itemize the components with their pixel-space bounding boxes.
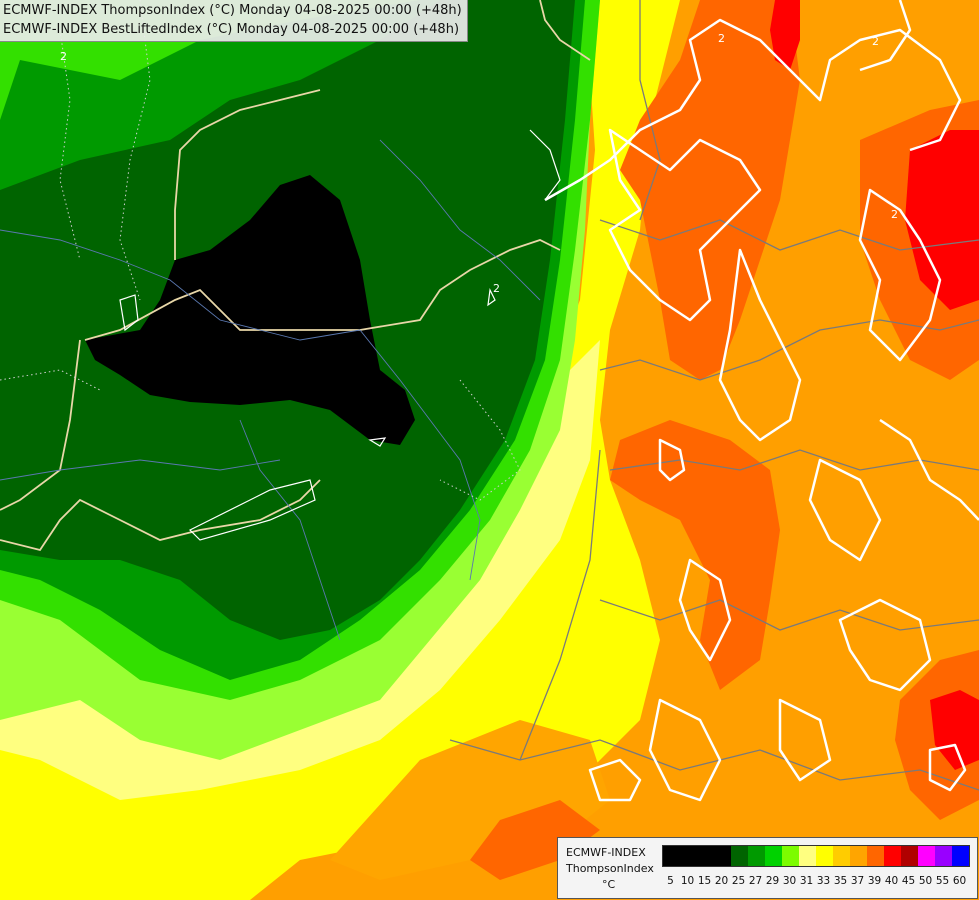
contour-label: 2 (493, 282, 500, 295)
field-lightgreen (0, 0, 600, 760)
contour-label: 2 (60, 50, 67, 63)
legend-tick: 45 (901, 875, 916, 887)
legend-swatch (935, 846, 952, 866)
legend-tick: 25 (731, 875, 746, 887)
legend-swatch (680, 846, 697, 866)
legend-tick: 37 (850, 875, 865, 887)
legend-tick: 27 (748, 875, 763, 887)
field-black-core (85, 175, 415, 445)
field-red-north (620, 0, 800, 380)
legend-tick: 10 (680, 875, 695, 887)
legend-swatch (782, 846, 799, 866)
contour-label: 2 (718, 32, 725, 45)
field-red-core-n (770, 0, 800, 70)
legend-tick: 29 (765, 875, 780, 887)
legend-swatch (918, 846, 935, 866)
legend-swatch (901, 846, 918, 866)
legend-swatch (850, 846, 867, 866)
legend-tick: 15 (697, 875, 712, 887)
legend-swatch (765, 846, 782, 866)
map-title-box: ECMWF-INDEX ThompsonIndex (°C) Monday 04… (0, 0, 468, 42)
legend-swatch (816, 846, 833, 866)
legend-swatch (663, 846, 680, 866)
field-red-south (470, 800, 600, 880)
legend-tick: 39 (867, 875, 882, 887)
legend-swatch (833, 846, 850, 866)
legend-tick: 50 (918, 875, 933, 887)
legend-swatch (867, 846, 884, 866)
legend-swatch (799, 846, 816, 866)
legend-swatch (731, 846, 748, 866)
legend-swatch (952, 846, 969, 866)
legend-tick: 30 (782, 875, 797, 887)
legend-swatch (884, 846, 901, 866)
legend-tick: 31 (799, 875, 814, 887)
legend-tick: 20 (714, 875, 729, 887)
legend-tick: 33 (816, 875, 831, 887)
white-thin-lines (119, 129, 561, 541)
color-legend: ECMWF-INDEX ThompsonIndex °C 5 10 15 20 25 27… (557, 837, 978, 899)
rivers (0, 139, 541, 641)
contour-label: 2 (891, 208, 898, 221)
contour-label: 2 (872, 35, 879, 48)
legend-tick-labels: 5 10 15 20 25 27 29 30 31 33 35 37 39 40 45 50 55 60 (662, 874, 968, 888)
legend-parameter-label: ThompsonIndex (566, 862, 654, 875)
legend-tick: 5 (667, 875, 674, 887)
legend-tick: 40 (884, 875, 899, 887)
legend-tick: 55 (935, 875, 950, 887)
legend-swatch (748, 846, 765, 866)
legend-tick: 35 (833, 875, 848, 887)
field-red-center (610, 420, 780, 690)
legend-tick: 60 (952, 875, 967, 887)
legend-swatch (714, 846, 731, 866)
legend-unit-label: °C (602, 878, 616, 891)
contour-label-group: 2 2 2 2 2 (60, 32, 898, 295)
legend-model-label: ECMWF-INDEX (566, 846, 646, 859)
dotted-contours (0, 0, 521, 501)
legend-color-scale (662, 845, 970, 867)
field-red-core-se (930, 690, 979, 770)
legend-swatch (697, 846, 714, 866)
field-red-core-ne (905, 130, 979, 310)
map-title-lifted: ECMWF-INDEX BestLiftedIndex (°C) Monday … (3, 22, 460, 37)
map-title-thompson: ECMWF-INDEX ThompsonIndex (°C) Monday 04… (3, 3, 462, 18)
